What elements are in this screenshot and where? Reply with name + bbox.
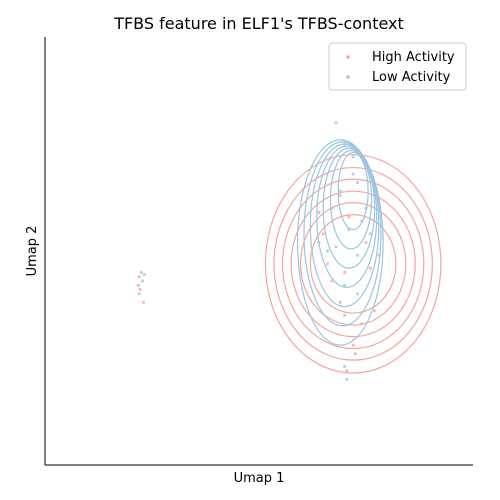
high-activity-contour-4 xyxy=(273,166,433,361)
legend-label-high-activity: High Activity xyxy=(372,50,455,65)
legend: High Activity Low Activity xyxy=(328,42,467,91)
chart-title: TFBS feature in ELF1's TFBS-context xyxy=(113,14,404,33)
high-activity-point-9 xyxy=(355,292,360,296)
high-activity-contour-5 xyxy=(264,154,442,374)
low-activity-contour-0 xyxy=(337,151,369,231)
high-activity-point-1 xyxy=(138,287,142,292)
low-activity-point-4 xyxy=(334,121,338,125)
high-activity-contour-1 xyxy=(299,202,407,326)
low-activity-point-11 xyxy=(355,253,360,257)
high-activity-point-8 xyxy=(364,240,368,245)
x-axis-label: Umap 1 xyxy=(234,471,285,486)
high-activity-point-20 xyxy=(372,309,377,313)
high-activity-point-0 xyxy=(137,275,141,279)
low-activity-point-17 xyxy=(343,364,347,369)
high-activity-point-11 xyxy=(347,215,351,219)
low-activity-contour-1 xyxy=(329,149,373,250)
high-activity-point-16 xyxy=(351,343,355,347)
high-activity-contour-3 xyxy=(281,178,425,350)
legend-label-low-activity: Low Activity xyxy=(372,70,451,85)
low-activity-point-15 xyxy=(355,180,360,185)
low-activity-point-21 xyxy=(338,300,342,304)
low-activity-contour-6 xyxy=(296,139,384,346)
low-activity-point-12 xyxy=(343,283,347,287)
high-activity-point-21 xyxy=(345,369,349,373)
low-activity-contour-2 xyxy=(322,147,376,269)
low-activity-point-6 xyxy=(351,172,355,176)
low-activity-point-0 xyxy=(139,270,143,274)
high-activity-contour-2 xyxy=(290,190,416,338)
high-activity-point-5 xyxy=(334,245,338,249)
low-activity-contour-3 xyxy=(316,145,378,288)
high-activity-point-7 xyxy=(343,270,347,274)
high-activity-point-3 xyxy=(136,283,140,287)
low-activity-point-18 xyxy=(345,377,349,381)
low-activity-point-7 xyxy=(338,189,342,193)
density-contours xyxy=(264,139,442,374)
high-activity-point-19 xyxy=(317,210,321,215)
high-activity-point-15 xyxy=(377,253,381,257)
low-activity-point-3 xyxy=(142,272,146,277)
low-activity-point-14 xyxy=(330,206,334,210)
high-activity-point-10 xyxy=(338,193,342,197)
legend-marker-high-activity xyxy=(346,55,350,59)
low-activity-point-16 xyxy=(364,206,368,210)
low-activity-contour-5 xyxy=(303,141,382,327)
high-activity-point-13 xyxy=(330,279,334,283)
legend-marker-low-activity xyxy=(346,75,350,79)
low-activity-point-5 xyxy=(343,142,347,146)
low-activity-point-19 xyxy=(317,240,321,245)
low-activity-point-13 xyxy=(368,232,372,236)
high-activity-contour-0 xyxy=(309,214,397,314)
low-activity-point-1 xyxy=(140,279,145,283)
low-activity-point-9 xyxy=(325,249,330,253)
low-activity-point-10 xyxy=(360,219,364,223)
high-activity-point-6 xyxy=(325,262,330,266)
low-activity-point-8 xyxy=(347,228,351,232)
high-activity-point-14 xyxy=(360,322,364,326)
y-axis-label: Umap 2 xyxy=(25,226,40,277)
scatter-points xyxy=(136,121,381,381)
legend-frame xyxy=(328,42,467,91)
high-activity-point-2 xyxy=(141,300,146,304)
high-activity-point-4 xyxy=(321,232,325,236)
high-activity-point-17 xyxy=(353,352,357,356)
low-activity-point-20 xyxy=(351,155,355,159)
low-activity-point-2 xyxy=(137,292,141,296)
high-activity-point-12 xyxy=(368,266,372,270)
high-activity-point-18 xyxy=(343,313,347,317)
